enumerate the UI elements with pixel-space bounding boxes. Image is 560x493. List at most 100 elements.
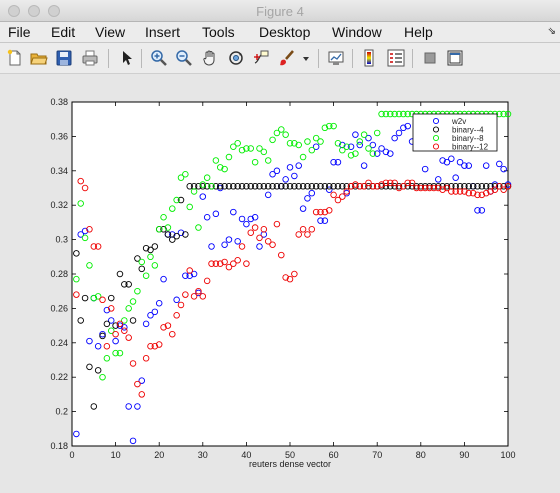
data-point: [216, 164, 224, 171]
brush-dropdown-icon[interactable]: [300, 49, 312, 67]
data-point: [299, 153, 307, 161]
data-point: [208, 183, 215, 190]
data-point: [330, 122, 337, 130]
data-point: [186, 183, 193, 190]
legend-marker: [432, 126, 440, 133]
data-point: [195, 224, 202, 231]
save-icon[interactable]: [55, 49, 73, 67]
menu-window[interactable]: Window: [332, 24, 382, 40]
data-point: [352, 181, 359, 188]
data-point: [269, 183, 276, 190]
menu-desktop[interactable]: Desktop: [259, 24, 311, 40]
data-point: [212, 210, 220, 218]
minimize-window-button[interactable]: [28, 5, 40, 17]
data-point: [387, 110, 394, 118]
data-point: [81, 227, 89, 235]
data-point: [426, 184, 433, 192]
data-point: [330, 191, 337, 199]
menu-tools[interactable]: Tools: [202, 24, 235, 40]
data-point: [491, 183, 499, 190]
data-point: [195, 287, 202, 295]
link-plot-icon[interactable]: [327, 49, 345, 67]
data-point: [343, 189, 350, 197]
data-point: [134, 403, 141, 410]
menu-overflow-icon[interactable]: ⇘: [547, 26, 556, 37]
data-point: [413, 183, 420, 190]
data-point: [103, 342, 111, 350]
menu-file[interactable]: File: [8, 24, 31, 40]
data-point: [77, 317, 84, 324]
legend-icon[interactable]: [387, 49, 405, 67]
data-point: [151, 243, 159, 250]
x-tick-label: 20: [154, 450, 164, 460]
zoom-out-icon[interactable]: [175, 49, 193, 67]
data-point: [413, 184, 420, 192]
data-point: [243, 260, 250, 267]
hide-plot-tools-icon[interactable]: [421, 49, 439, 67]
data-point: [356, 183, 364, 190]
menu-help[interactable]: Help: [404, 24, 433, 40]
data-point: [121, 281, 128, 288]
data-point: [81, 294, 89, 302]
data-point: [86, 226, 93, 233]
data-point: [138, 391, 146, 398]
data-point: [443, 158, 451, 166]
pan-hand-icon[interactable]: [201, 49, 219, 67]
data-point: [269, 241, 276, 249]
data-point: [256, 183, 263, 190]
data-point: [404, 122, 411, 130]
data-point: [469, 183, 477, 190]
data-point: [247, 145, 255, 152]
data-point: [238, 146, 246, 154]
data-point: [382, 179, 390, 187]
edit-plot-arrow-icon[interactable]: [117, 49, 135, 67]
data-point: [369, 141, 377, 149]
menu-insert[interactable]: Insert: [145, 24, 181, 40]
legend-box: [412, 113, 498, 152]
data-point: [452, 188, 459, 195]
legend-marker: [432, 134, 440, 142]
data-point: [221, 165, 228, 173]
data-point: [461, 162, 468, 169]
data-point: [478, 191, 486, 199]
new-figure-icon[interactable]: [6, 49, 24, 67]
toolbar-separator: [352, 49, 353, 68]
data-point: [112, 330, 119, 338]
menu-view[interactable]: View: [95, 24, 126, 40]
data-point: [500, 186, 507, 193]
data-point: [151, 308, 159, 316]
data-point: [199, 183, 207, 190]
colorbar-icon[interactable]: [361, 49, 379, 67]
data-point: [352, 183, 359, 190]
menu-edit[interactable]: Edit: [51, 24, 76, 40]
data-point: [264, 183, 272, 190]
data-point: [286, 140, 294, 147]
legend-label: binary--4: [452, 126, 484, 135]
data-point: [116, 349, 124, 357]
data-point: [243, 183, 250, 190]
data-point: [243, 220, 250, 228]
data-point: [295, 141, 302, 149]
data-cursor-icon[interactable]: [252, 49, 270, 67]
data-point: [278, 126, 285, 133]
data-point: [308, 146, 316, 154]
close-window-button[interactable]: [8, 5, 20, 17]
data-point: [417, 184, 425, 192]
open-file-icon[interactable]: [30, 49, 48, 67]
zoom-in-icon[interactable]: [150, 49, 168, 67]
data-point: [195, 183, 202, 190]
rotate-3d-icon[interactable]: [227, 49, 245, 67]
data-point: [308, 189, 316, 197]
zoom-window-button[interactable]: [48, 5, 60, 17]
print-icon[interactable]: [81, 49, 99, 67]
data-point: [86, 363, 93, 371]
data-point: [378, 110, 385, 118]
data-point: [121, 327, 128, 335]
data-point: [129, 317, 137, 324]
show-plot-tools-icon[interactable]: [446, 49, 464, 67]
data-point: [439, 157, 446, 164]
brush-icon[interactable]: [278, 49, 296, 67]
data-point: [142, 244, 150, 252]
data-point: [282, 176, 289, 183]
